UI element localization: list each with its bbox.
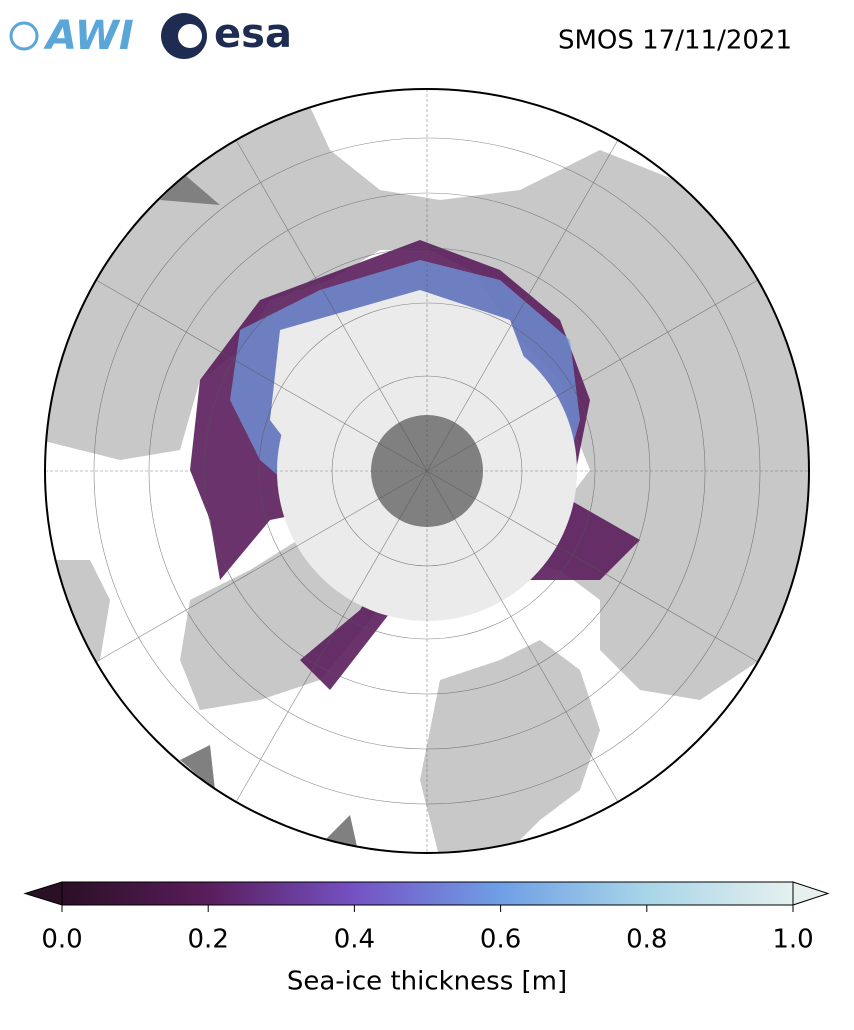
awi-logo: AWI	[9, 13, 134, 59]
map-title: SMOS 17/11/2021	[558, 26, 792, 56]
tick-label: 1.0	[772, 925, 813, 955]
tick-label: 0.4	[334, 925, 375, 955]
tick-label: 0.0	[41, 925, 82, 955]
logo-text: AWI	[43, 13, 134, 59]
tick-label: 0.2	[188, 925, 229, 955]
logo-text: esa	[214, 11, 292, 57]
colorbar-scale	[61, 881, 794, 906]
esa-logo: esa	[161, 11, 292, 59]
tick-label: 0.8	[626, 925, 667, 955]
map	[45, 89, 809, 853]
tick-label: 0.6	[480, 925, 521, 955]
colorbar	[23, 881, 830, 906]
colorbar-label: Sea-ice thickness [m]	[287, 967, 567, 997]
map-border	[44, 88, 810, 854]
